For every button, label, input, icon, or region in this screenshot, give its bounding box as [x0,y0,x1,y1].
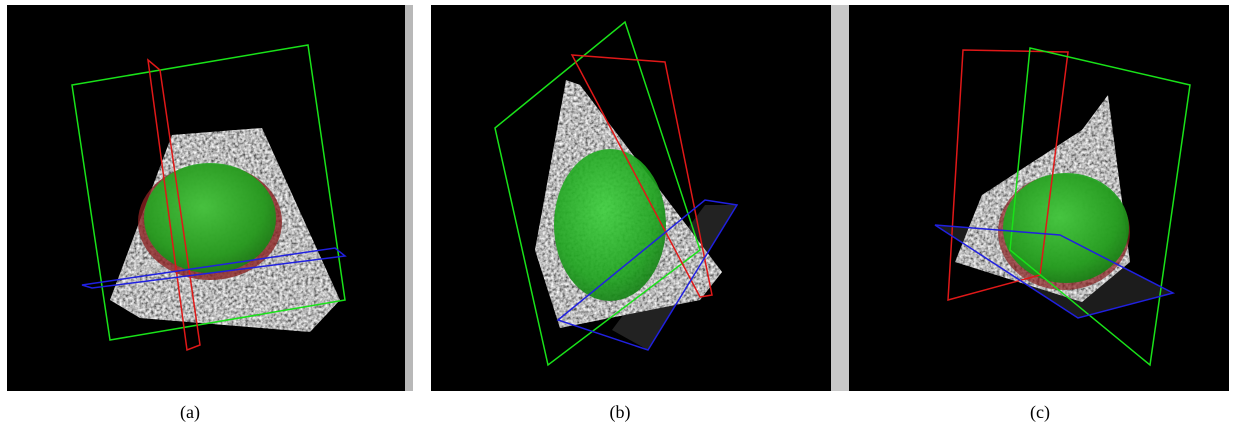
panel-label: (b) [610,402,631,423]
ventricle-surface [1003,173,1129,283]
panel-label: (c) [1030,402,1050,423]
separator [405,5,413,391]
panel: (c) [849,5,1229,423]
panel: (b) [431,5,831,423]
separator [831,5,849,391]
panel: (a) [7,5,405,423]
panel-label: (a) [180,402,200,423]
figure: (a) (b) (c) [0,0,1235,433]
page: (a) (b) (c) (() => { const data = JSON.p… [0,0,1235,433]
